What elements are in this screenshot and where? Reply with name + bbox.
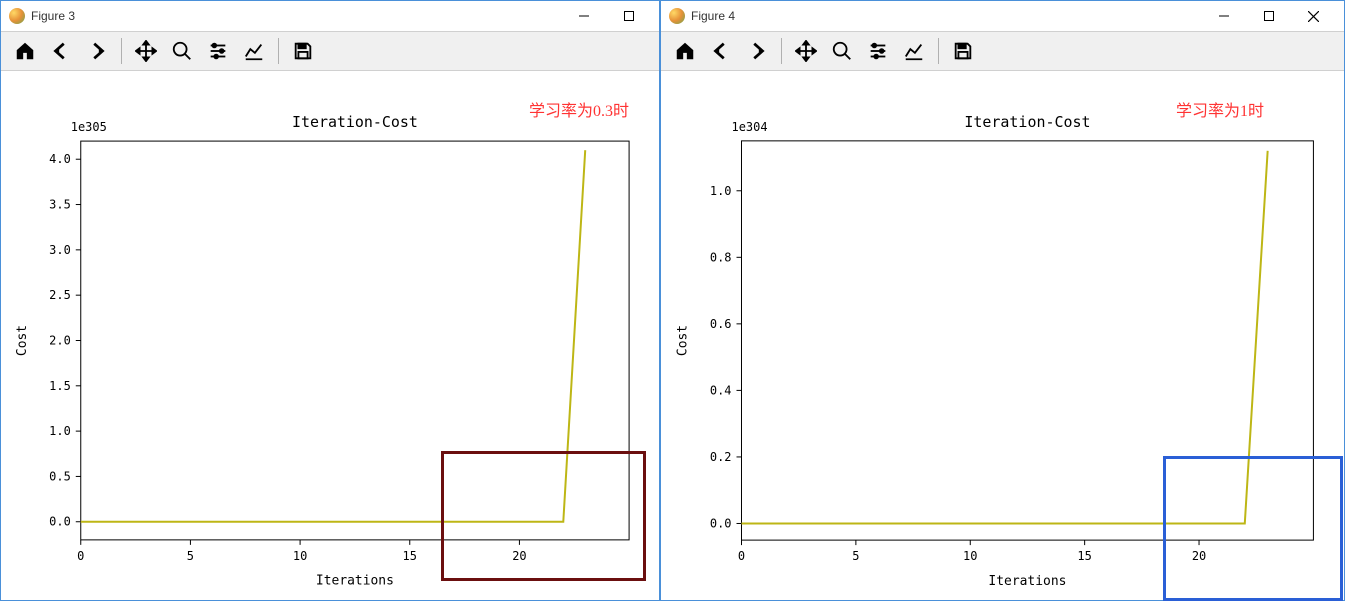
toolbar-separator (781, 38, 782, 64)
configure-icon[interactable] (860, 34, 896, 68)
svg-text:0.2: 0.2 (710, 450, 732, 464)
toolbar (661, 31, 1344, 71)
svg-text:Iterations: Iterations (988, 574, 1066, 589)
minimize-button[interactable] (1201, 2, 1246, 30)
chart: Iteration-Cost 1e304 0 5 10 15 20 0.0 0.2 0.4 0.6 0… (661, 71, 1344, 600)
svg-text:Iterations: Iterations (316, 574, 394, 589)
svg-text:Cost: Cost (676, 325, 691, 356)
svg-text:Cost: Cost (15, 325, 30, 356)
zoom-icon[interactable] (164, 34, 200, 68)
window-title: Figure 4 (691, 9, 1201, 23)
maximize-button[interactable] (606, 2, 651, 30)
svg-text:5: 5 (852, 549, 859, 563)
svg-text:3.5: 3.5 (49, 198, 71, 212)
figure-window-4: Figure 4 Iteration-Cost 1e304 0 5 10 15 20 0.0 0… (660, 0, 1345, 601)
svg-text:20: 20 (1192, 549, 1206, 563)
svg-text:1.0: 1.0 (710, 184, 732, 198)
titlebar: Figure 4 (661, 1, 1344, 31)
learning-rate-annotation: 学习率为1时 (1176, 97, 1264, 121)
titlebar: Figure 3 (1, 1, 659, 31)
zoom-icon[interactable] (824, 34, 860, 68)
svg-text:15: 15 (1077, 549, 1091, 563)
svg-text:0.0: 0.0 (49, 515, 71, 529)
forward-icon[interactable] (79, 34, 115, 68)
minimize-button[interactable] (561, 2, 606, 30)
toolbar (1, 31, 659, 71)
maximize-button[interactable] (1246, 2, 1291, 30)
chart: Iteration-Cost 1e305 0 5 10 15 20 0.0 0.5 1.0 1.5 2… (1, 71, 659, 600)
svg-text:3.0: 3.0 (49, 243, 71, 257)
svg-text:1e304: 1e304 (732, 120, 768, 134)
svg-text:0: 0 (738, 549, 745, 563)
forward-icon[interactable] (739, 34, 775, 68)
svg-text:15: 15 (403, 549, 417, 563)
close-button[interactable] (1291, 2, 1336, 30)
window-title: Figure 3 (31, 9, 561, 23)
save-icon[interactable] (945, 34, 981, 68)
home-icon[interactable] (7, 34, 43, 68)
plot-area[interactable]: Iteration-Cost 1e305 0 5 10 15 20 0.0 0.5 1.0 1.5 2… (1, 71, 659, 600)
back-icon[interactable] (703, 34, 739, 68)
svg-text:1.0: 1.0 (49, 424, 71, 438)
toolbar-separator (938, 38, 939, 64)
pan-icon[interactable] (788, 34, 824, 68)
plot-area[interactable]: Iteration-Cost 1e304 0 5 10 15 20 0.0 0.2 0.4 0.6 0… (661, 71, 1344, 600)
pan-icon[interactable] (128, 34, 164, 68)
svg-text:10: 10 (963, 549, 977, 563)
configure-icon[interactable] (200, 34, 236, 68)
edit-axis-icon[interactable] (896, 34, 932, 68)
svg-text:20: 20 (512, 549, 526, 563)
home-icon[interactable] (667, 34, 703, 68)
learning-rate-annotation: 学习率为0.3时 (529, 97, 629, 121)
back-icon[interactable] (43, 34, 79, 68)
svg-text:0.5: 0.5 (49, 469, 71, 483)
svg-text:0.0: 0.0 (710, 516, 732, 530)
svg-text:0.4: 0.4 (710, 383, 732, 397)
svg-text:4.0: 4.0 (49, 152, 71, 166)
svg-text:1e305: 1e305 (71, 120, 107, 134)
edit-axis-icon[interactable] (236, 34, 272, 68)
svg-text:Iteration-Cost: Iteration-Cost (964, 113, 1090, 131)
toolbar-separator (121, 38, 122, 64)
svg-text:2.0: 2.0 (49, 333, 71, 347)
svg-text:1.5: 1.5 (49, 379, 71, 393)
svg-text:0: 0 (77, 549, 84, 563)
svg-text:5: 5 (187, 549, 194, 563)
app-icon (9, 8, 25, 24)
svg-text:Iteration-Cost: Iteration-Cost (292, 113, 418, 131)
svg-text:0.6: 0.6 (710, 317, 732, 331)
svg-text:2.5: 2.5 (49, 288, 71, 302)
svg-text:10: 10 (293, 549, 307, 563)
save-icon[interactable] (285, 34, 321, 68)
app-icon (669, 8, 685, 24)
toolbar-separator (278, 38, 279, 64)
figure-window-3: Figure 3 Iteration-Cost 1e305 0 5 10 15 20 0.0 0… (0, 0, 660, 601)
svg-text:0.8: 0.8 (710, 250, 732, 264)
